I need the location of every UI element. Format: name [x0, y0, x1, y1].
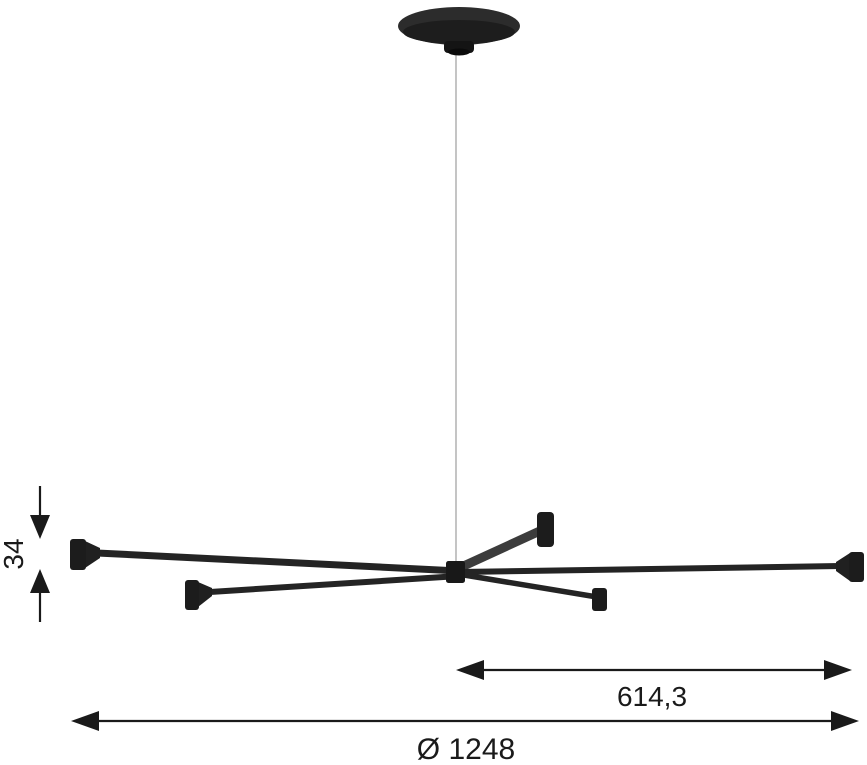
- arm-left-upper: [96, 549, 460, 575]
- dim-cap-height-label: 34: [0, 538, 29, 569]
- arrowhead-right-icon: [831, 711, 859, 731]
- ceiling-canopy: [398, 7, 520, 56]
- arm-left-lower-flare: [198, 582, 212, 607]
- dimension-overall-diameter: Ø 1248: [71, 711, 859, 765]
- lamp-arms: [70, 512, 864, 611]
- arm-left-upper-flare: [85, 541, 100, 568]
- arrowhead-down-icon: [30, 515, 50, 539]
- led-head-left-upper: [70, 539, 86, 570]
- arrowhead-right-icon: [824, 660, 852, 680]
- led-head-left-lower: [185, 580, 199, 610]
- arm-left-lower: [209, 573, 460, 595]
- led-head-right: [849, 552, 864, 582]
- dim-center-to-edge-label: 614,3: [617, 681, 687, 712]
- dim-overall-diameter-label: Ø 1248: [417, 733, 515, 765]
- canopy-cable-opening: [448, 48, 470, 56]
- arrowhead-left-icon: [456, 660, 484, 680]
- dimension-center-to-edge: 614,3: [456, 660, 852, 712]
- arm-right-long: [458, 563, 841, 575]
- canopy-underside: [403, 20, 515, 44]
- arrowhead-left-icon: [71, 711, 99, 731]
- dimension-cap-height: 34: [0, 486, 50, 622]
- arm-upper-right: [455, 525, 544, 574]
- arrowhead-up-icon: [30, 569, 50, 593]
- center-hub: [446, 561, 465, 583]
- led-head-top: [537, 512, 554, 547]
- arm-right-lower: [457, 571, 598, 600]
- arm-right-long-flare: [836, 553, 850, 581]
- led-head-right-lower: [592, 588, 607, 611]
